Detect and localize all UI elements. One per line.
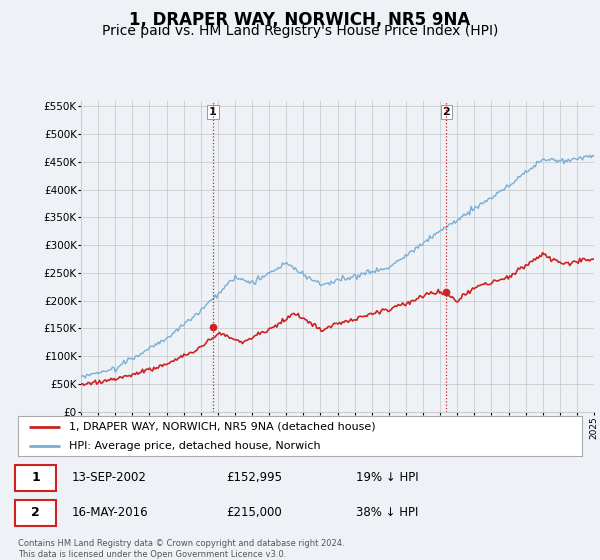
Text: 2: 2 xyxy=(443,108,451,118)
Text: HPI: Average price, detached house, Norwich: HPI: Average price, detached house, Norw… xyxy=(69,441,320,451)
Text: 19% ↓ HPI: 19% ↓ HPI xyxy=(356,471,419,484)
Text: 38% ↓ HPI: 38% ↓ HPI xyxy=(356,506,419,520)
FancyBboxPatch shape xyxy=(15,465,56,491)
Text: 1, DRAPER WAY, NORWICH, NR5 9NA: 1, DRAPER WAY, NORWICH, NR5 9NA xyxy=(130,11,470,29)
Text: 1: 1 xyxy=(209,108,217,118)
Text: £152,995: £152,995 xyxy=(227,471,283,484)
Text: Contains HM Land Registry data © Crown copyright and database right 2024.
This d: Contains HM Land Registry data © Crown c… xyxy=(18,539,344,559)
Text: 1, DRAPER WAY, NORWICH, NR5 9NA (detached house): 1, DRAPER WAY, NORWICH, NR5 9NA (detache… xyxy=(69,422,376,432)
Text: 13-SEP-2002: 13-SEP-2002 xyxy=(71,471,146,484)
Text: 1: 1 xyxy=(31,471,40,484)
Text: 2: 2 xyxy=(31,506,40,520)
Text: 16-MAY-2016: 16-MAY-2016 xyxy=(71,506,148,520)
FancyBboxPatch shape xyxy=(15,500,56,526)
Text: £215,000: £215,000 xyxy=(227,506,283,520)
Text: Price paid vs. HM Land Registry's House Price Index (HPI): Price paid vs. HM Land Registry's House … xyxy=(102,24,498,38)
